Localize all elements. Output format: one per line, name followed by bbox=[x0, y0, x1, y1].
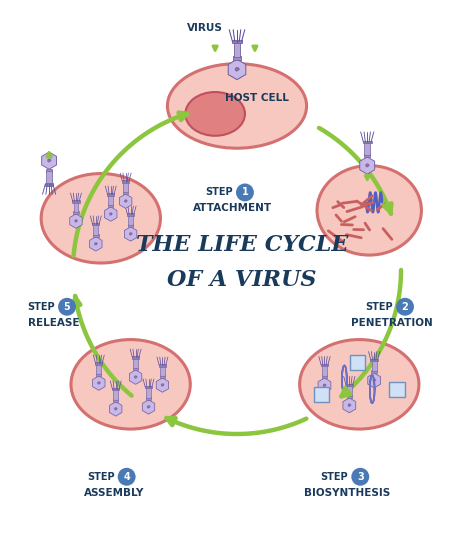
Polygon shape bbox=[347, 385, 352, 396]
Polygon shape bbox=[372, 370, 377, 374]
Polygon shape bbox=[363, 141, 372, 143]
Polygon shape bbox=[113, 399, 118, 402]
Text: RELEASE: RELEASE bbox=[28, 318, 80, 328]
Text: VIRUS: VIRUS bbox=[187, 23, 223, 34]
Text: 1: 1 bbox=[242, 188, 248, 197]
Polygon shape bbox=[132, 356, 139, 359]
Polygon shape bbox=[127, 213, 134, 215]
Text: STEP: STEP bbox=[27, 302, 55, 312]
Polygon shape bbox=[228, 59, 246, 79]
Polygon shape bbox=[105, 207, 117, 221]
Polygon shape bbox=[159, 364, 166, 367]
Polygon shape bbox=[112, 388, 119, 391]
Polygon shape bbox=[122, 180, 129, 183]
Polygon shape bbox=[389, 382, 405, 397]
Polygon shape bbox=[133, 367, 138, 370]
Polygon shape bbox=[156, 378, 169, 392]
Text: 3: 3 bbox=[357, 472, 364, 482]
Polygon shape bbox=[95, 362, 102, 365]
Polygon shape bbox=[119, 194, 132, 208]
Polygon shape bbox=[360, 157, 374, 174]
Polygon shape bbox=[233, 55, 241, 60]
Text: OF A VIRUS: OF A VIRUS bbox=[167, 269, 317, 291]
Polygon shape bbox=[146, 397, 151, 400]
Polygon shape bbox=[322, 375, 327, 378]
Circle shape bbox=[118, 468, 136, 486]
Polygon shape bbox=[142, 400, 155, 414]
Polygon shape bbox=[109, 402, 122, 416]
Text: BIOSYNTHESIS: BIOSYNTHESIS bbox=[304, 488, 391, 498]
Polygon shape bbox=[107, 193, 114, 196]
Text: ATTACHMENT: ATTACHMENT bbox=[192, 204, 272, 213]
Polygon shape bbox=[346, 384, 353, 386]
Text: HOST CELL: HOST CELL bbox=[225, 93, 289, 103]
Polygon shape bbox=[70, 214, 82, 228]
Polygon shape bbox=[108, 204, 113, 207]
Text: PENETRATION: PENETRATION bbox=[351, 318, 433, 328]
Polygon shape bbox=[109, 195, 113, 205]
Polygon shape bbox=[129, 370, 142, 384]
Polygon shape bbox=[318, 378, 331, 393]
Polygon shape bbox=[73, 201, 78, 212]
Polygon shape bbox=[145, 386, 152, 389]
Text: STEP: STEP bbox=[87, 472, 115, 482]
Polygon shape bbox=[92, 223, 100, 225]
Text: STEP: STEP bbox=[205, 188, 233, 197]
Circle shape bbox=[351, 468, 369, 486]
Ellipse shape bbox=[317, 166, 421, 255]
Polygon shape bbox=[133, 358, 138, 368]
Polygon shape bbox=[92, 376, 105, 390]
Polygon shape bbox=[372, 360, 377, 372]
Polygon shape bbox=[90, 237, 102, 251]
Circle shape bbox=[58, 298, 76, 316]
Polygon shape bbox=[96, 364, 101, 374]
Text: ASSEMBLY: ASSEMBLY bbox=[83, 488, 144, 498]
Text: 5: 5 bbox=[64, 302, 70, 312]
Text: STEP: STEP bbox=[320, 472, 348, 482]
Polygon shape bbox=[93, 224, 98, 235]
Polygon shape bbox=[160, 366, 165, 376]
Polygon shape bbox=[160, 375, 165, 378]
Polygon shape bbox=[42, 152, 56, 169]
Polygon shape bbox=[46, 169, 52, 173]
Ellipse shape bbox=[167, 64, 307, 148]
Polygon shape bbox=[96, 373, 101, 376]
Polygon shape bbox=[125, 227, 137, 241]
Polygon shape bbox=[349, 354, 365, 370]
Polygon shape bbox=[364, 154, 371, 157]
Polygon shape bbox=[322, 365, 327, 376]
Polygon shape bbox=[234, 42, 240, 57]
Polygon shape bbox=[73, 211, 79, 214]
Polygon shape bbox=[45, 183, 54, 185]
Text: 2: 2 bbox=[401, 302, 409, 312]
Polygon shape bbox=[314, 386, 329, 402]
Polygon shape bbox=[128, 224, 133, 227]
Text: 4: 4 bbox=[123, 472, 130, 482]
Ellipse shape bbox=[300, 340, 419, 429]
Polygon shape bbox=[128, 214, 133, 225]
Circle shape bbox=[236, 183, 254, 201]
Ellipse shape bbox=[41, 174, 161, 263]
Polygon shape bbox=[113, 389, 118, 400]
Polygon shape bbox=[371, 359, 378, 361]
Polygon shape bbox=[346, 395, 352, 398]
Polygon shape bbox=[123, 191, 128, 195]
Ellipse shape bbox=[185, 92, 245, 136]
Text: THE LIFE CYCLE: THE LIFE CYCLE bbox=[136, 234, 348, 256]
Polygon shape bbox=[232, 40, 242, 43]
Polygon shape bbox=[321, 364, 328, 366]
Polygon shape bbox=[365, 142, 370, 155]
Ellipse shape bbox=[71, 340, 190, 429]
Polygon shape bbox=[368, 373, 381, 388]
Polygon shape bbox=[46, 172, 52, 184]
Polygon shape bbox=[146, 387, 151, 398]
Text: STEP: STEP bbox=[365, 302, 393, 312]
Polygon shape bbox=[343, 398, 356, 413]
Polygon shape bbox=[123, 182, 128, 192]
Circle shape bbox=[396, 298, 414, 316]
Polygon shape bbox=[93, 234, 99, 237]
Polygon shape bbox=[73, 200, 80, 203]
